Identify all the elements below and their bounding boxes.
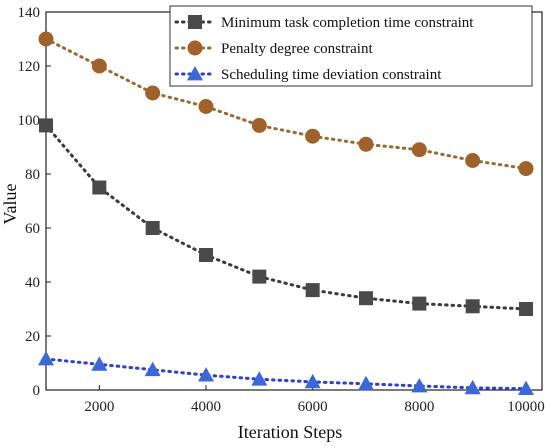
data-point (518, 161, 534, 177)
legend-item-2: Penalty degree constraint (174, 40, 373, 57)
data-point (411, 377, 428, 393)
legend-label: Scheduling time deviation constraint (221, 67, 442, 83)
series-line (44, 37, 528, 171)
data-point (358, 375, 374, 391)
data-point (198, 99, 214, 114)
legend-label: Minimum task completion time constraint (221, 15, 474, 31)
axes: 2000 4000 6000 8000 10000 0 20 40 60 80 100 120 140 (18, 5, 545, 415)
data-point (145, 221, 160, 235)
legend-marker (187, 66, 203, 81)
data-point (412, 296, 427, 311)
data-point (304, 373, 321, 389)
data-point (411, 142, 427, 158)
data-point (39, 118, 53, 133)
series-line (44, 357, 528, 391)
legend-label: Penalty degree constraint (221, 41, 373, 57)
x-tick-label: 10000 (507, 399, 545, 415)
legend-item-1: Minimum task completion time constraint (174, 15, 474, 31)
data-point (465, 299, 480, 314)
y-tick-label: 0 (33, 383, 41, 399)
legend-item-3: Scheduling time deviation constraint (174, 66, 442, 83)
data-point (358, 136, 374, 152)
data-point (145, 85, 161, 101)
data-point (464, 379, 481, 395)
x-tick-label: 6000 (298, 399, 328, 415)
data-point (359, 291, 373, 306)
data-point (251, 117, 267, 133)
data-point (91, 356, 108, 371)
legend-marker (188, 15, 202, 29)
data-point (252, 269, 267, 284)
y-tick-label: 100 (18, 113, 41, 129)
x-axis-title: Iteration Steps (238, 422, 342, 442)
y-tick-label: 140 (18, 5, 41, 21)
legend-marker (187, 40, 203, 56)
y-tick-label: 20 (25, 329, 40, 345)
series-1 (39, 118, 533, 316)
data-point (38, 31, 54, 47)
data-point (91, 58, 107, 74)
y-axis-title: Value (0, 183, 20, 224)
y-tick-label: 60 (25, 221, 40, 237)
y-tick-label: 40 (25, 275, 40, 291)
y-tick-label: 120 (18, 59, 41, 75)
data-point (144, 361, 161, 377)
data-point (465, 153, 481, 168)
series-line (44, 123, 528, 311)
data-point (92, 180, 107, 195)
data-point (518, 380, 534, 396)
data-point (519, 302, 533, 316)
data-point (199, 248, 213, 262)
series-2 (38, 31, 534, 177)
y-tick-label: 80 (25, 167, 40, 183)
legend-box (169, 5, 533, 87)
series-layer (38, 31, 534, 396)
x-tick-label: 2000 (84, 399, 114, 415)
data-point (198, 367, 214, 382)
data-point (305, 128, 321, 144)
series-3 (38, 350, 534, 396)
x-tick-label: 8000 (404, 399, 434, 415)
legend: Minimum task completion time constraint P… (169, 5, 533, 87)
data-point (38, 350, 54, 366)
x-tick-label: 4000 (191, 399, 221, 415)
data-point (305, 283, 320, 298)
data-point (251, 371, 268, 386)
